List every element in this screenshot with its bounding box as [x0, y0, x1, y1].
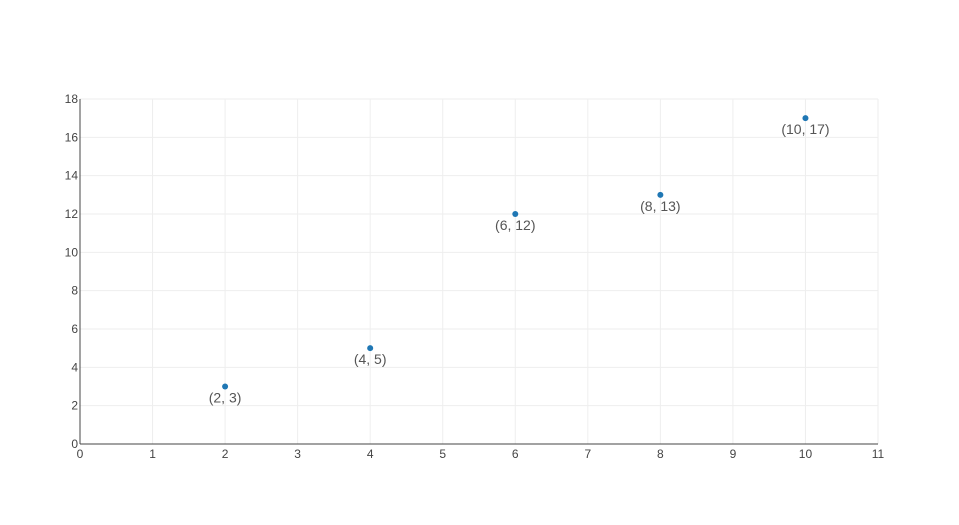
- x-tick-label: 8: [657, 447, 664, 461]
- data-label: (8, 13): [640, 198, 680, 214]
- x-tick-label: 6: [512, 447, 519, 461]
- data-point[interactable]: [657, 191, 664, 198]
- data-label: (6, 12): [495, 217, 535, 233]
- x-tick-label: 11: [872, 447, 885, 461]
- data-point[interactable]: [512, 211, 519, 217]
- y-tick-label: 2: [71, 399, 78, 413]
- y-tick-label: 16: [65, 130, 79, 144]
- data-labels: (2, 3) (4, 5) (6, 12) (8, 13) (10, 17): [209, 121, 830, 405]
- x-tick-label: 10: [799, 447, 813, 461]
- data-point[interactable]: [222, 383, 229, 390]
- data-points: [222, 115, 809, 390]
- data-point[interactable]: [367, 345, 374, 352]
- x-tick-label: 9: [730, 447, 737, 461]
- grid-layer: [80, 98, 879, 444]
- data-label: (2, 3): [209, 390, 242, 406]
- y-tick-label: 10: [65, 245, 79, 259]
- x-tick-label: 2: [222, 447, 229, 461]
- y-tick-label: 0: [71, 437, 78, 451]
- x-tick-label: 5: [439, 447, 446, 461]
- x-tick-label: 0: [77, 447, 84, 461]
- y-tick-label: 4: [71, 360, 78, 374]
- y-tick-label: 14: [65, 169, 79, 183]
- data-label: (10, 17): [781, 121, 829, 137]
- y-tick-label: 12: [65, 207, 79, 221]
- x-tick-label: 4: [367, 447, 374, 461]
- data-label: (4, 5): [354, 351, 387, 367]
- x-tick-label: 3: [294, 447, 301, 461]
- y-tick-label: 18: [65, 92, 79, 106]
- x-tick-label: 7: [584, 447, 591, 461]
- y-tick-label: 8: [71, 284, 78, 298]
- y-tick-label: 6: [71, 322, 78, 336]
- axis-layer: [79, 99, 878, 445]
- data-point[interactable]: [802, 115, 809, 122]
- x-tick-label: 1: [149, 447, 156, 461]
